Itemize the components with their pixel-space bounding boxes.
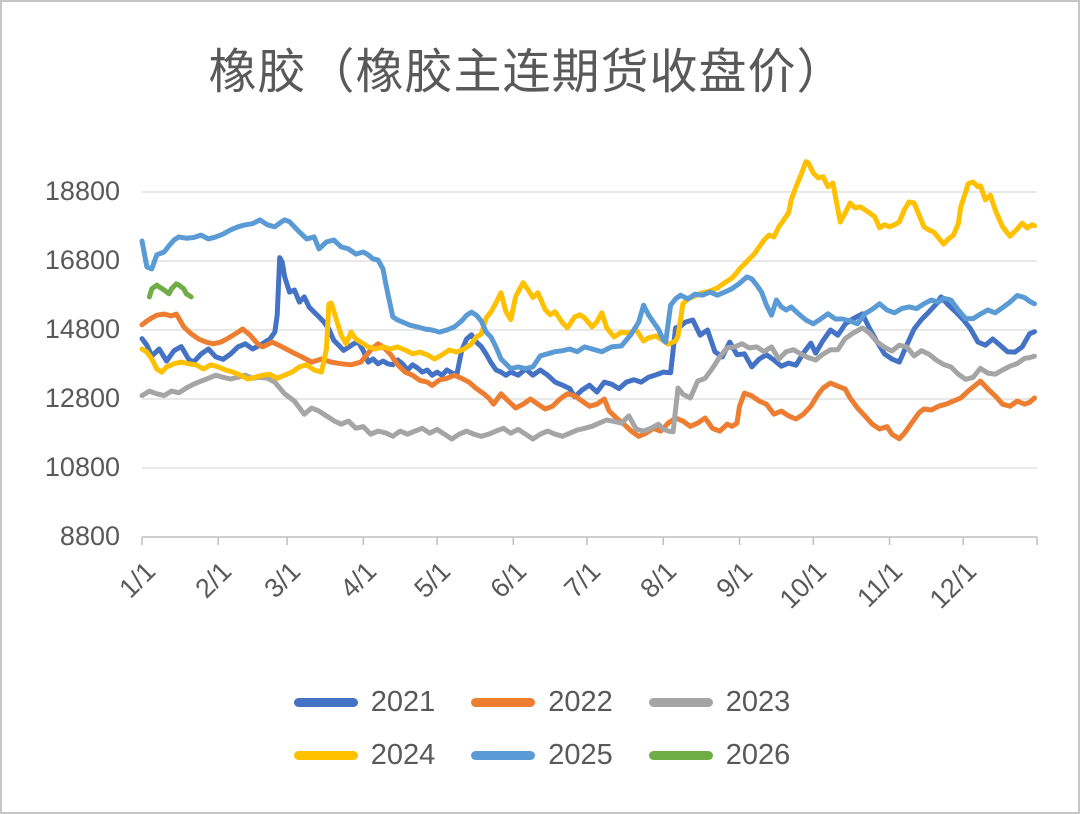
series-line-2023 bbox=[139, 325, 1037, 442]
legend-item-2026: 2026 bbox=[648, 739, 791, 772]
series-line-2026 bbox=[146, 281, 194, 300]
y-axis-label: 12800 bbox=[44, 383, 120, 413]
legend-label-2025: 2025 bbox=[548, 739, 613, 771]
y-axis-label: 18800 bbox=[44, 176, 120, 206]
legend-swatch-2025 bbox=[471, 751, 536, 760]
legend-label-2026: 2026 bbox=[725, 739, 791, 771]
legend-label-2022: 2022 bbox=[548, 686, 613, 718]
y-axis-label: 10800 bbox=[44, 452, 120, 482]
y-axis-label: 16800 bbox=[44, 245, 120, 275]
legend-swatch-2022 bbox=[471, 698, 536, 707]
legend-swatch-2021 bbox=[293, 698, 358, 707]
legend-item-2022: 2022 bbox=[471, 686, 613, 719]
legend-row: 2021 2022 2023 bbox=[293, 686, 791, 719]
legend-label-2021: 2021 bbox=[370, 686, 436, 718]
legend-item-2024: 2024 bbox=[293, 739, 436, 772]
series-line-2025 bbox=[139, 217, 1037, 372]
chart-title: 橡胶（橡胶主连期货收盘价） bbox=[208, 46, 846, 99]
y-axis-label: 8800 bbox=[59, 521, 120, 551]
legend-item-2021: 2021 bbox=[293, 686, 436, 719]
legend-swatch-2023 bbox=[648, 698, 713, 707]
y-axis-label: 14800 bbox=[44, 314, 120, 344]
chart-legend: 2021 2022 2023 2024 2025 2026 bbox=[2, 686, 1078, 772]
legend-label-2023: 2023 bbox=[725, 686, 791, 718]
legend-swatch-2024 bbox=[293, 751, 358, 760]
legend-item-2023: 2023 bbox=[648, 686, 791, 719]
legend-row: 2024 2025 2026 bbox=[293, 739, 791, 772]
legend-item-2025: 2025 bbox=[471, 739, 613, 772]
legend-label-2024: 2024 bbox=[370, 739, 436, 771]
series-line-2022 bbox=[139, 311, 1037, 442]
legend-swatch-2026 bbox=[648, 751, 713, 760]
